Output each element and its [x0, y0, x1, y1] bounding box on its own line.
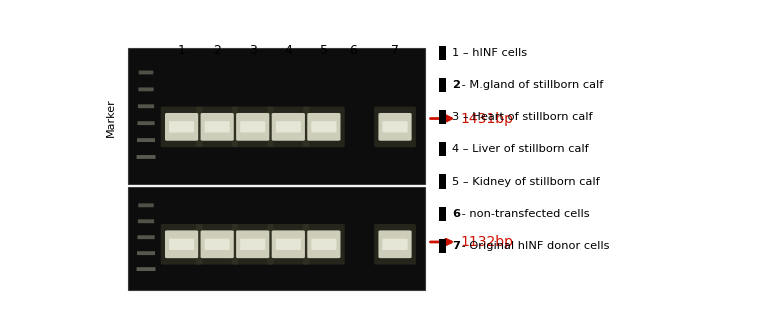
Text: 1 – hINF cells: 1 – hINF cells [452, 48, 527, 58]
Text: 3 – Heart of stillborn calf: 3 – Heart of stillborn calf [452, 112, 593, 122]
FancyBboxPatch shape [161, 224, 203, 265]
FancyBboxPatch shape [268, 107, 309, 147]
FancyBboxPatch shape [439, 174, 446, 189]
FancyBboxPatch shape [275, 121, 301, 133]
FancyBboxPatch shape [382, 121, 408, 133]
Text: 3: 3 [249, 44, 257, 57]
Text: 5: 5 [320, 44, 328, 57]
FancyBboxPatch shape [382, 238, 408, 250]
FancyBboxPatch shape [240, 238, 265, 250]
FancyBboxPatch shape [138, 88, 154, 91]
Text: 2: 2 [452, 80, 460, 90]
Text: - Original hINF donor cells: - Original hINF donor cells [458, 241, 610, 251]
FancyBboxPatch shape [161, 107, 203, 147]
FancyBboxPatch shape [204, 121, 230, 133]
FancyBboxPatch shape [439, 142, 446, 156]
FancyBboxPatch shape [136, 155, 155, 159]
FancyBboxPatch shape [129, 48, 425, 184]
Text: 6: 6 [350, 44, 357, 57]
FancyBboxPatch shape [311, 121, 337, 133]
FancyBboxPatch shape [137, 251, 155, 255]
FancyBboxPatch shape [200, 113, 234, 141]
FancyBboxPatch shape [197, 107, 238, 147]
FancyBboxPatch shape [439, 110, 446, 124]
FancyBboxPatch shape [136, 267, 155, 271]
FancyBboxPatch shape [138, 70, 153, 74]
FancyBboxPatch shape [236, 113, 269, 141]
FancyBboxPatch shape [129, 187, 425, 290]
FancyBboxPatch shape [138, 219, 155, 223]
Text: 4 – Liver of stillborn calf: 4 – Liver of stillborn calf [452, 144, 589, 154]
FancyBboxPatch shape [272, 113, 305, 141]
FancyBboxPatch shape [232, 224, 274, 265]
FancyBboxPatch shape [197, 224, 238, 265]
Text: 7: 7 [391, 44, 399, 57]
FancyBboxPatch shape [169, 238, 194, 250]
FancyBboxPatch shape [165, 113, 198, 141]
FancyBboxPatch shape [374, 224, 416, 265]
FancyBboxPatch shape [232, 107, 274, 147]
Text: 6: 6 [452, 209, 460, 219]
FancyBboxPatch shape [308, 230, 340, 258]
FancyBboxPatch shape [272, 230, 305, 258]
Text: 5 – Kidney of stillborn calf: 5 – Kidney of stillborn calf [452, 177, 600, 186]
FancyBboxPatch shape [308, 113, 340, 141]
FancyBboxPatch shape [303, 107, 345, 147]
Text: 1132bp: 1132bp [461, 235, 513, 249]
Text: 1: 1 [177, 44, 186, 57]
FancyBboxPatch shape [439, 78, 446, 92]
FancyBboxPatch shape [439, 239, 446, 253]
FancyBboxPatch shape [379, 113, 412, 141]
FancyBboxPatch shape [200, 230, 234, 258]
FancyBboxPatch shape [439, 207, 446, 221]
FancyBboxPatch shape [236, 230, 269, 258]
Text: Marker: Marker [106, 98, 116, 137]
FancyBboxPatch shape [268, 224, 309, 265]
FancyBboxPatch shape [303, 224, 345, 265]
FancyBboxPatch shape [137, 138, 155, 142]
FancyBboxPatch shape [204, 238, 230, 250]
Text: 1431bp: 1431bp [461, 112, 513, 126]
FancyBboxPatch shape [240, 121, 265, 133]
FancyBboxPatch shape [165, 230, 198, 258]
FancyBboxPatch shape [169, 121, 194, 133]
FancyBboxPatch shape [138, 203, 154, 207]
Text: 2: 2 [213, 44, 221, 57]
FancyBboxPatch shape [138, 235, 155, 239]
FancyBboxPatch shape [138, 121, 155, 125]
Text: - M.gland of stillborn calf: - M.gland of stillborn calf [458, 80, 604, 90]
FancyBboxPatch shape [275, 238, 301, 250]
FancyBboxPatch shape [379, 230, 412, 258]
Text: - non-transfected cells: - non-transfected cells [458, 209, 590, 219]
FancyBboxPatch shape [311, 238, 337, 250]
Text: 7: 7 [452, 241, 460, 251]
FancyBboxPatch shape [138, 104, 155, 108]
Text: 4: 4 [285, 44, 292, 57]
FancyBboxPatch shape [374, 107, 416, 147]
FancyBboxPatch shape [439, 46, 446, 60]
